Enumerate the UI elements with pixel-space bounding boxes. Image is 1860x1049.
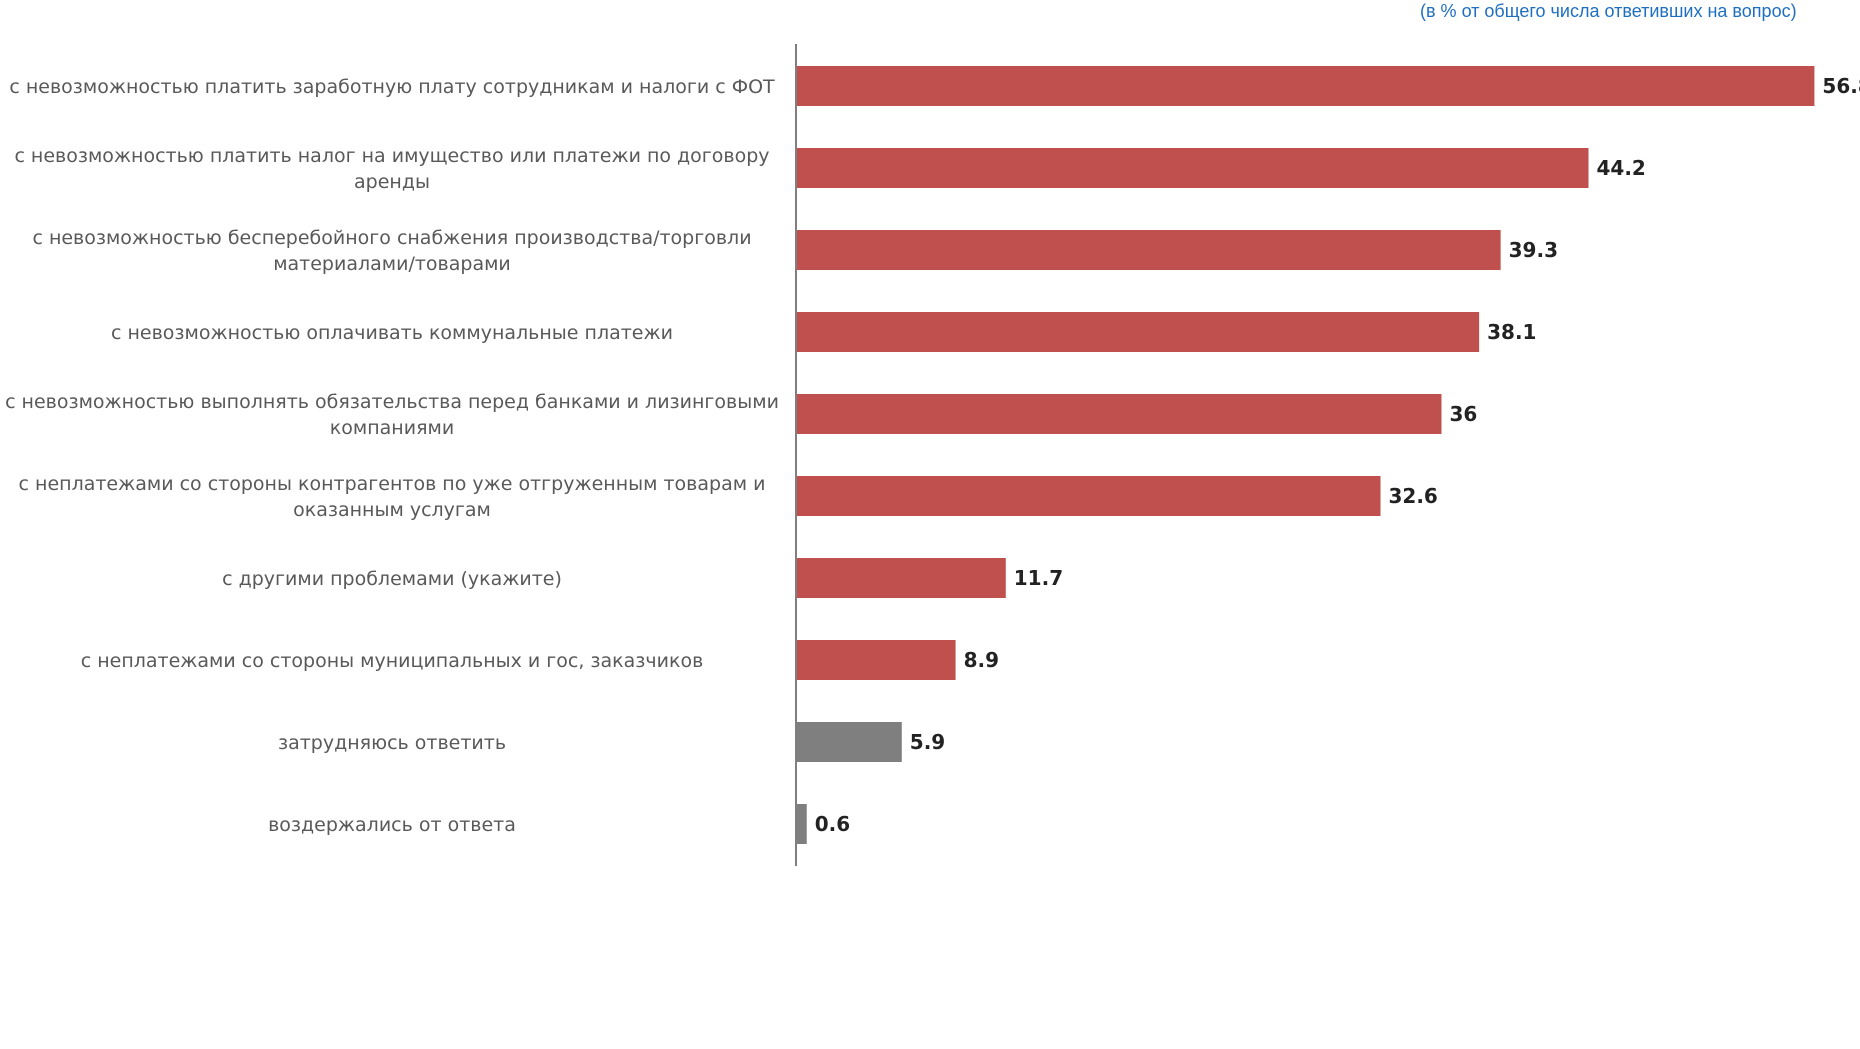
category-label-5: с невозможностью выполнять обязательства… [5,391,779,439]
value-label-2: 44.2 [1596,156,1645,180]
category-label-3: с невозможностью бесперебойного снабжени… [32,227,751,275]
bar-9 [796,722,902,762]
value-label-10: 0.6 [815,812,850,836]
bar-4 [796,312,1480,352]
category-label-1: с невозможностью платить заработную плат… [9,76,775,98]
category-label-10: воздержались от ответа [268,814,516,836]
bar-6 [796,476,1381,516]
value-label-1: 56.8 [1822,74,1860,98]
value-label-5: 36 [1449,402,1477,426]
category-label-8: с неплатежами со стороны муниципальных и… [81,650,704,672]
bar-2 [796,148,1589,188]
bar-7 [796,558,1006,598]
bar-10 [796,804,807,844]
category-labels-group: с невозможностью платить заработную плат… [5,76,779,836]
bar-8 [796,640,956,680]
bar-5 [796,394,1442,434]
value-label-9: 5.9 [910,730,945,754]
chart-note: (в % от общего числа ответивших на вопро… [1420,1,1797,21]
bar-3 [796,230,1501,270]
category-label-9: затрудняюсь ответить [278,732,506,754]
value-label-6: 32.6 [1389,484,1438,508]
category-label-2: с невозможностью платить налог на имущес… [14,145,769,193]
bars-group [796,66,1815,844]
value-label-7: 11.7 [1014,566,1063,590]
value-labels-group: 56.8 44.2 39.3 38.1 36 32.6 11.7 8.9 5.9 0.6 [815,74,1860,836]
value-label-4: 38.1 [1487,320,1536,344]
category-label-7: с другими проблемами (укажите) [222,568,562,590]
value-label-3: 39.3 [1509,238,1558,262]
bar-1 [796,66,1815,106]
category-label-4: с невозможностью оплачивать коммунальные… [111,322,673,344]
category-label-6: с неплатежами со стороны контрагентов по… [19,473,766,521]
value-label-8: 8.9 [964,648,999,672]
